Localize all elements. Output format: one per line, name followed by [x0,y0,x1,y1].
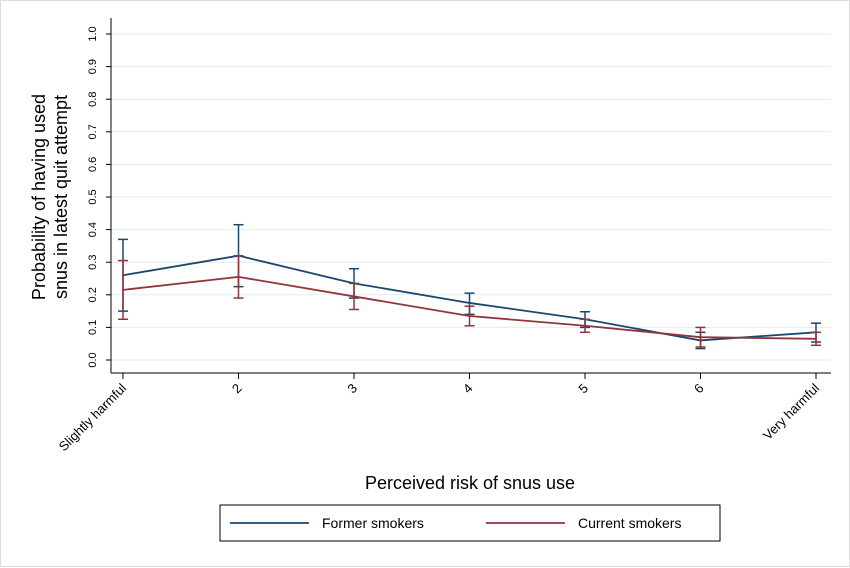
x-tick-label: Very harmful [760,380,822,442]
x-tick-label: 2 [229,381,245,397]
x-axis-title: Perceived risk of snus use [365,473,575,493]
y-tick-label: 0.8 [87,92,99,107]
axes [110,18,831,374]
data-point [584,324,586,327]
data-point [468,315,471,317]
x-ticks: Slightly harmful 2 3 4 5 6 Very harmful [56,373,822,454]
series-current-smokers [118,254,821,348]
legend: Former smokers Current smokers [219,504,721,542]
data-point [815,337,817,340]
y-tick-label: 0.1 [87,320,99,335]
y-tick-label: 1.0 [87,26,99,41]
y-axis-title-line-2: snus in latest quit attempt [51,95,71,299]
y-ticks: 0.0 0.1 0.2 0.3 0.4 0.5 0.6 0.7 0.8 0.9 1.0 [87,26,111,368]
data-point [699,336,702,339]
data-point [122,289,124,291]
data-point [237,275,240,278]
y-tick-label: 0.6 [87,157,99,172]
y-axis-title-line-1: Probability of having used [29,94,49,300]
y-tick-label: 0.0 [87,352,99,367]
y-tick-label: 0.9 [87,59,99,74]
x-tick-label: 6 [691,381,707,397]
y-tick-label: 0.7 [87,124,99,139]
data-point [468,302,471,304]
y-tick-label: 0.3 [87,255,99,270]
x-tick-label: 5 [575,381,591,397]
data-point [353,295,355,298]
series [118,223,821,350]
y-tick-label: 0.4 [87,222,99,237]
y-tick-label: 0.5 [87,189,99,204]
series-former-smokers [118,223,821,350]
legend-label-current-smokers: Current smokers [578,515,681,531]
legend-label-former-smokers: Former smokers [322,515,424,531]
gridlines [111,33,831,361]
y-tick-label: 0.2 [87,287,99,302]
x-tick-label: 4 [460,381,476,397]
x-tick-label: Slightly harmful [56,380,130,454]
x-tick-label: 3 [344,381,360,397]
